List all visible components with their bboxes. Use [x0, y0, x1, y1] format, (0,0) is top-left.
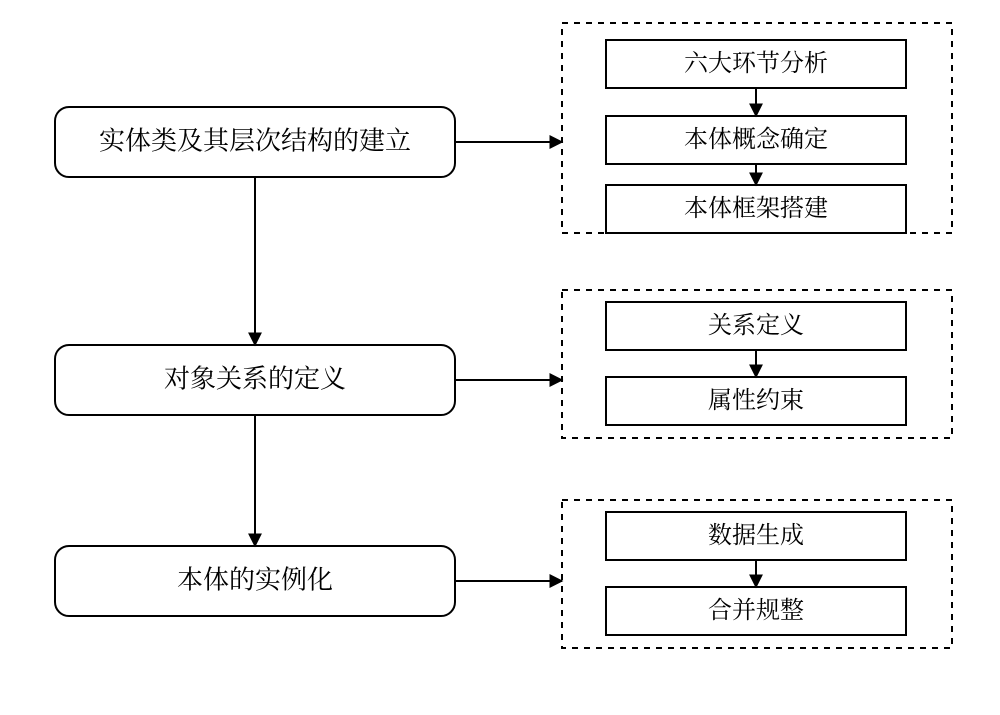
sub-node-g2s2-text: 属性约束	[708, 380, 804, 415]
sub-node-g1s1-text: 六大环节分析	[684, 43, 828, 78]
sub-node-g2s1-text: 关系定义	[708, 305, 804, 340]
sub-node-g1s2-text: 本体概念确定	[684, 119, 828, 154]
sub-node-g3s2-text: 合并规整	[708, 590, 804, 625]
main-node-m2-text: 对象关系的定义	[164, 359, 346, 396]
sub-node-g3s1-text: 数据生成	[708, 515, 804, 550]
flowchart-canvas: 六大环节分析本体概念确定本体框架搭建关系定义属性约束数据生成合并规整 实体类及其层…	[0, 0, 1000, 715]
main-node-m1-text: 实体类及其层次结构的建立	[99, 121, 411, 158]
sub-node-g1s3-text: 本体框架搭建	[684, 188, 828, 223]
main-node-m3-text: 本体的实例化	[177, 560, 333, 597]
